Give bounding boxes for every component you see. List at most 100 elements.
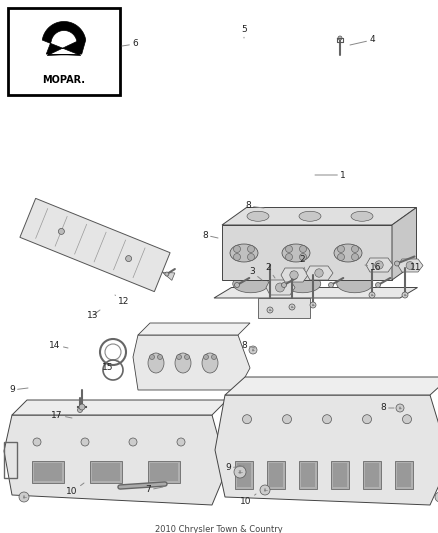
Circle shape (247, 254, 254, 261)
Circle shape (322, 415, 332, 424)
Bar (8, 8, 120, 95)
Polygon shape (214, 287, 417, 298)
Polygon shape (20, 198, 170, 292)
Text: 7: 7 (145, 486, 163, 495)
Circle shape (402, 292, 408, 298)
Circle shape (177, 354, 181, 359)
Polygon shape (133, 335, 250, 390)
Polygon shape (12, 400, 227, 415)
Circle shape (177, 438, 185, 446)
Text: 8: 8 (202, 230, 218, 239)
Circle shape (283, 415, 292, 424)
Bar (395, 461, 413, 489)
Text: 6: 6 (122, 39, 138, 49)
Circle shape (260, 485, 270, 495)
Circle shape (352, 254, 358, 261)
Circle shape (282, 282, 286, 287)
Ellipse shape (282, 244, 310, 262)
Circle shape (396, 404, 404, 412)
Bar (363, 461, 381, 489)
Text: 8: 8 (241, 341, 255, 350)
Bar (90, 461, 122, 482)
Circle shape (234, 466, 246, 478)
Circle shape (286, 254, 293, 261)
Bar (34, 463, 62, 481)
Text: 13: 13 (87, 310, 100, 319)
Bar (333, 463, 347, 487)
Bar (235, 461, 253, 489)
Circle shape (81, 438, 89, 446)
Circle shape (406, 262, 414, 269)
Bar (301, 463, 315, 487)
Circle shape (338, 254, 345, 261)
Text: 11: 11 (407, 262, 422, 272)
Ellipse shape (247, 211, 269, 221)
Text: 1: 1 (315, 171, 346, 180)
Text: 12: 12 (115, 295, 130, 306)
Circle shape (435, 492, 438, 502)
Text: 8: 8 (245, 201, 264, 211)
Polygon shape (306, 266, 333, 280)
Ellipse shape (233, 274, 269, 293)
Circle shape (338, 36, 342, 40)
Circle shape (300, 254, 307, 261)
Text: 9: 9 (9, 385, 28, 394)
Circle shape (243, 415, 251, 424)
Circle shape (352, 246, 358, 253)
Text: 9: 9 (225, 464, 244, 472)
Bar (331, 461, 349, 489)
Circle shape (247, 246, 254, 253)
Circle shape (126, 256, 131, 262)
Text: 2: 2 (299, 255, 305, 270)
Polygon shape (4, 415, 227, 505)
Circle shape (286, 246, 293, 253)
Circle shape (369, 292, 375, 298)
Bar (267, 461, 285, 489)
Bar (148, 461, 180, 482)
Polygon shape (266, 280, 295, 295)
Polygon shape (225, 377, 438, 395)
Circle shape (375, 261, 383, 269)
Text: 2: 2 (265, 263, 275, 278)
Circle shape (78, 408, 82, 413)
Circle shape (33, 438, 41, 446)
Polygon shape (222, 207, 417, 225)
Ellipse shape (202, 353, 218, 373)
Bar (92, 463, 120, 481)
Text: 15: 15 (102, 360, 118, 373)
Text: 2010 Chrysler Town & Country
Cylinder Head & Cover Diagram 1: 2010 Chrysler Town & Country Cylinder He… (148, 525, 290, 533)
Polygon shape (398, 259, 423, 272)
Text: 14: 14 (49, 341, 68, 350)
Circle shape (315, 269, 323, 277)
Bar (365, 463, 379, 487)
Circle shape (158, 354, 162, 359)
Polygon shape (222, 225, 392, 280)
Text: 3: 3 (249, 268, 262, 280)
Polygon shape (258, 298, 310, 318)
Circle shape (310, 302, 316, 308)
Circle shape (375, 282, 381, 287)
Circle shape (403, 415, 411, 424)
Text: 10: 10 (66, 483, 84, 497)
Polygon shape (162, 272, 175, 280)
Bar (237, 463, 251, 487)
Circle shape (233, 246, 240, 253)
Circle shape (328, 282, 333, 287)
Ellipse shape (285, 274, 321, 293)
Circle shape (19, 492, 29, 502)
Ellipse shape (230, 244, 258, 262)
Bar (299, 461, 317, 489)
Circle shape (233, 254, 240, 261)
Circle shape (276, 283, 285, 292)
Circle shape (79, 404, 85, 410)
Circle shape (204, 354, 208, 359)
Text: 10: 10 (240, 494, 256, 506)
Text: 8: 8 (380, 403, 394, 413)
Circle shape (234, 282, 240, 287)
Ellipse shape (334, 244, 362, 262)
Text: 16: 16 (365, 263, 382, 272)
Circle shape (395, 261, 399, 266)
Circle shape (267, 307, 273, 313)
Circle shape (249, 346, 257, 354)
Polygon shape (42, 21, 86, 55)
